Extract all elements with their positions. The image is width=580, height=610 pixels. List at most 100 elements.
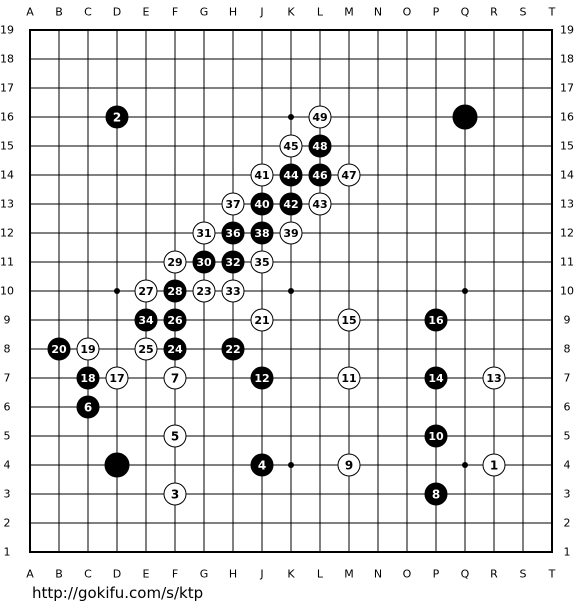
move-number: 37 <box>225 198 240 211</box>
stone-disc <box>279 163 303 187</box>
move-number: 49 <box>312 111 327 124</box>
column-label-top: M <box>344 6 354 19</box>
white-stone: 1 <box>482 453 506 477</box>
white-stone: 43 <box>308 192 332 216</box>
black-stone: 36 <box>221 221 245 245</box>
move-number: 42 <box>283 198 298 211</box>
move-number: 31 <box>196 227 211 240</box>
stone-disc <box>134 279 158 303</box>
move-number: 36 <box>225 227 241 240</box>
white-stone: 23 <box>192 279 216 303</box>
black-stone <box>452 104 478 130</box>
column-label-bottom: B <box>55 568 63 581</box>
stone-disc <box>221 337 245 361</box>
column-label-bottom: A <box>26 568 34 581</box>
move-number: 38 <box>254 227 269 240</box>
stone-disc <box>250 250 274 274</box>
black-stone: 10 <box>424 424 448 448</box>
move-number: 11 <box>341 372 356 385</box>
white-stone: 21 <box>250 308 274 332</box>
black-stone: 16 <box>424 308 448 332</box>
stone-disc <box>337 308 361 332</box>
column-label-bottom: E <box>143 568 150 581</box>
row-label-right: 9 <box>564 314 571 327</box>
black-stone: 46 <box>308 163 332 187</box>
column-label-top: H <box>229 6 237 19</box>
white-stone: 17 <box>105 366 129 390</box>
row-label-right: 17 <box>560 82 574 95</box>
move-number: 24 <box>167 343 183 356</box>
move-number: 44 <box>283 169 299 182</box>
row-label-right: 18 <box>560 53 574 66</box>
column-label-top: O <box>403 6 412 19</box>
move-number: 23 <box>196 285 211 298</box>
column-label-bottom: L <box>317 568 324 581</box>
column-label-bottom: Q <box>461 568 470 581</box>
row-label-left: 11 <box>0 256 14 269</box>
white-stone: 7 <box>163 366 187 390</box>
move-number: 34 <box>138 314 154 327</box>
stone-disc <box>163 250 187 274</box>
move-number: 39 <box>283 227 298 240</box>
source-url[interactable]: http://gokifu.com/s/ktp <box>32 584 204 602</box>
white-stone: 13 <box>482 366 506 390</box>
column-label-bottom: D <box>113 568 121 581</box>
stone-disc <box>250 221 274 245</box>
stone-disc <box>337 366 361 390</box>
stone-disc <box>192 250 216 274</box>
stone-disc <box>308 134 332 158</box>
move-number: 28 <box>167 285 182 298</box>
stone-disc <box>308 163 332 187</box>
column-label-top: N <box>374 6 382 19</box>
row-label-left: 4 <box>4 459 11 472</box>
column-label-top: R <box>490 6 498 19</box>
row-label-right: 4 <box>564 459 571 472</box>
stone-disc <box>105 366 129 390</box>
row-label-left: 17 <box>0 82 14 95</box>
stone-disc <box>279 134 303 158</box>
move-number: 26 <box>167 314 183 327</box>
stone-disc <box>134 308 158 332</box>
stone-disc <box>424 308 448 332</box>
row-label-right: 12 <box>560 227 574 240</box>
row-label-right: 7 <box>564 372 571 385</box>
stone-disc <box>482 453 506 477</box>
column-label-top: F <box>172 6 178 19</box>
column-label-bottom: C <box>84 568 92 581</box>
column-label-top: J <box>259 6 263 19</box>
move-number: 27 <box>138 285 153 298</box>
white-stone: 49 <box>308 105 332 129</box>
stone-disc <box>221 221 245 245</box>
black-stone <box>104 452 130 478</box>
stone-disc <box>482 366 506 390</box>
black-stone: 26 <box>163 308 187 332</box>
row-label-right: 2 <box>564 517 571 530</box>
stone-disc <box>163 279 187 303</box>
white-stone: 47 <box>337 163 361 187</box>
stone-disc <box>250 366 274 390</box>
stone-disc <box>221 192 245 216</box>
row-label-left: 16 <box>0 111 14 124</box>
stone-disc <box>308 192 332 216</box>
row-label-left: 13 <box>0 198 14 211</box>
white-stone: 25 <box>134 337 158 361</box>
move-number: 33 <box>225 285 240 298</box>
black-stone: 14 <box>424 366 448 390</box>
board-border <box>29 29 553 553</box>
stone-disc <box>163 337 187 361</box>
row-label-right: 13 <box>560 198 574 211</box>
black-stone: 28 <box>163 279 187 303</box>
column-label-bottom: S <box>520 568 527 581</box>
white-stone: 41 <box>250 163 274 187</box>
black-stone: 30 <box>192 250 216 274</box>
black-stone: 42 <box>279 192 303 216</box>
column-label-top: L <box>317 6 324 19</box>
move-number: 32 <box>225 256 240 269</box>
stone-disc <box>134 337 158 361</box>
move-number: 25 <box>138 343 153 356</box>
stone-disc <box>250 192 274 216</box>
row-label-right: 8 <box>564 343 571 356</box>
white-stone: 3 <box>163 482 187 506</box>
white-stone: 27 <box>134 279 158 303</box>
